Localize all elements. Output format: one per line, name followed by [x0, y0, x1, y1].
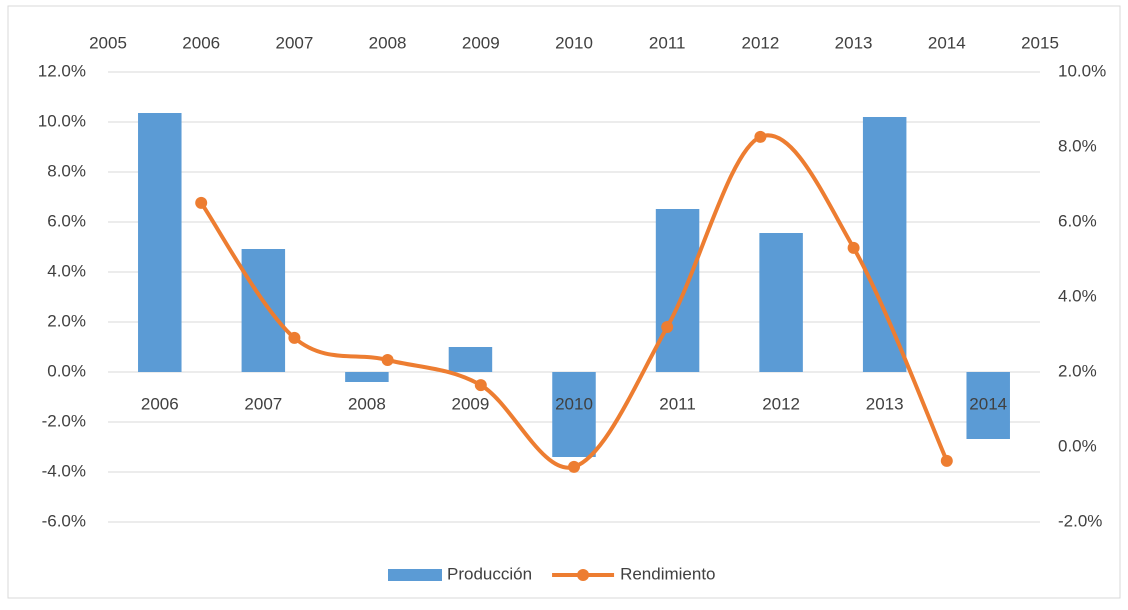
x-tick-label: 2009 — [452, 394, 490, 413]
y-tick-label: 4.0% — [47, 261, 86, 280]
x-tick-label: 2012 — [762, 394, 800, 413]
x-tick-label: 2014 — [969, 394, 1007, 413]
x-tick-label: 2011 — [659, 394, 696, 413]
x2-tick-label: 2012 — [741, 33, 779, 52]
x2-tick-label: 2014 — [928, 33, 966, 52]
bar — [759, 233, 803, 372]
legend-label: Producción — [447, 564, 532, 583]
bar — [138, 113, 182, 372]
line-marker — [288, 331, 301, 344]
y2-tick-label: 0.0% — [1058, 436, 1097, 455]
y2-tick-label: 4.0% — [1058, 286, 1097, 305]
y-tick-label: -6.0% — [42, 511, 86, 530]
x-tick-label: 2013 — [866, 394, 904, 413]
line-marker — [661, 321, 674, 333]
y2-tick-label: -2.0% — [1058, 511, 1102, 530]
y-tick-label: -2.0% — [42, 411, 86, 430]
chart-border — [7, 5, 1121, 599]
y-tick-label: 6.0% — [47, 211, 86, 230]
legend-marker — [577, 569, 590, 581]
bar — [241, 249, 286, 372]
bar — [966, 372, 1010, 439]
x2-tick-label: 2006 — [182, 33, 220, 52]
y-tick-label: 0.0% — [47, 361, 86, 380]
legend-swatch — [388, 569, 442, 581]
y2-tick-label: 10.0% — [1058, 61, 1106, 80]
bar — [862, 117, 907, 372]
legend-label: Rendimiento — [620, 564, 715, 583]
y2-tick-label: 2.0% — [1058, 361, 1097, 380]
bar — [345, 372, 389, 382]
bar — [552, 372, 596, 457]
y2-tick-label: 6.0% — [1058, 211, 1097, 230]
x2-tick-label: 2009 — [462, 33, 500, 52]
x2-tick-label: 2010 — [555, 33, 593, 52]
line-marker — [195, 196, 208, 209]
line-marker — [474, 379, 487, 392]
x-tick-label: 2008 — [348, 394, 386, 413]
y-tick-label: 8.0% — [47, 161, 86, 180]
x2-tick-label: 2011 — [649, 33, 686, 52]
x2-tick-label: 2005 — [89, 33, 127, 52]
x2-tick-label: 2013 — [835, 33, 873, 52]
line-marker — [940, 454, 953, 467]
y-tick-label: 2.0% — [47, 311, 86, 330]
x2-tick-label: 2015 — [1021, 33, 1059, 52]
x-tick-label: 2007 — [244, 394, 282, 413]
bar — [655, 209, 700, 372]
y-tick-label: 10.0% — [38, 111, 86, 130]
y-tick-label: 12.0% — [38, 61, 86, 80]
line — [199, 133, 949, 470]
line-marker — [381, 354, 394, 366]
line-marker — [847, 241, 860, 254]
line-marker — [568, 460, 580, 473]
y2-tick-label: 8.0% — [1058, 136, 1097, 155]
x2-tick-label: 2007 — [275, 33, 313, 52]
line-marker — [754, 130, 767, 143]
y-tick-label: -4.0% — [42, 461, 86, 480]
bar — [448, 347, 493, 372]
x-tick-label: 2006 — [141, 394, 179, 413]
x2-tick-label: 2008 — [369, 33, 407, 52]
x-tick-label: 2010 — [555, 394, 593, 413]
